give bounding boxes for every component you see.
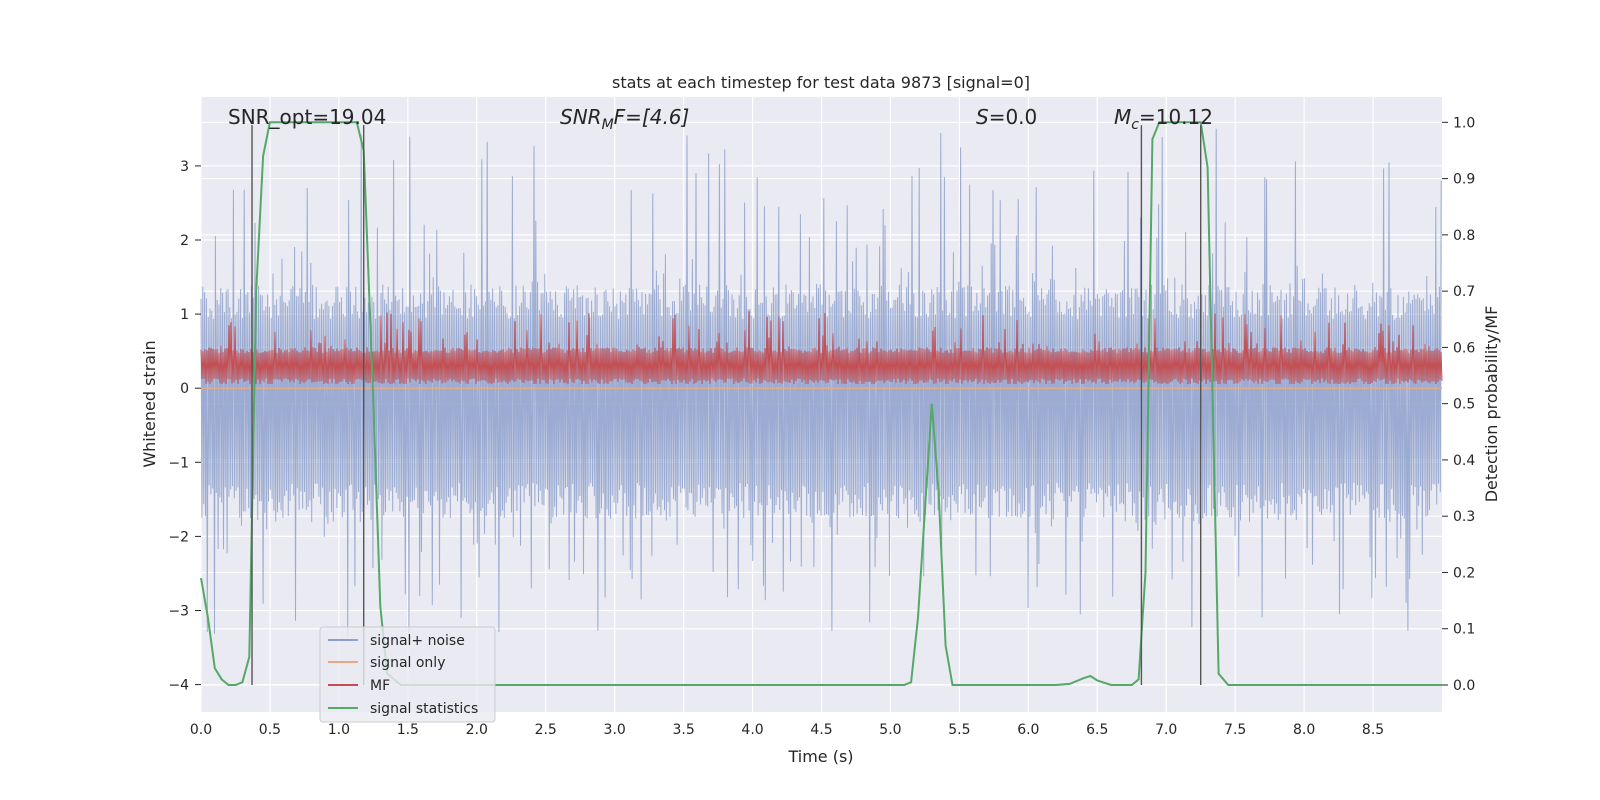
- legend-label-signal-statistics: signal statistics: [370, 701, 478, 717]
- x-tick-label: 7.5: [1224, 722, 1246, 738]
- chart-title: stats at each timestep for test data 987…: [612, 73, 1030, 92]
- legend-label-mf: MF: [370, 678, 390, 694]
- y-tick-label: 1: [180, 307, 189, 323]
- y2-tick-label: 0.6: [1453, 340, 1475, 356]
- x-tick-label: 2.5: [535, 722, 557, 738]
- annotation-snr-mf-sub: M: [602, 117, 614, 133]
- y2-tick-label: 0.5: [1453, 397, 1475, 413]
- y-tick-label: 3: [180, 159, 189, 175]
- x-tick-label: 1.0: [328, 722, 350, 738]
- x-tick-label: 4.5: [810, 722, 832, 738]
- y-tick-label: 2: [180, 233, 189, 249]
- y2-tick-label: 0.3: [1453, 509, 1475, 525]
- x-tick-label: 6.5: [1086, 722, 1108, 738]
- legend-box: [319, 626, 496, 723]
- y-tick-label: 0: [180, 381, 189, 397]
- y-tick-label: −3: [168, 603, 189, 619]
- x-tick-label: 7.0: [1155, 722, 1177, 738]
- annotation-snr-mf: SNRMF=[4.6]: [560, 105, 689, 133]
- x-tick-label: 5.0: [879, 722, 901, 738]
- y2-tick-label: 1.0: [1453, 115, 1475, 131]
- annotation-mc: Mc=10.12: [1114, 105, 1213, 133]
- series-layer: [200, 121, 1443, 686]
- y2-tick-label: 0.1: [1453, 622, 1475, 638]
- legend-label-signal-noise: signal+ noise: [370, 633, 465, 649]
- x-tick-label: 3.5: [672, 722, 694, 738]
- y-tick-label: −2: [168, 529, 189, 545]
- ticks: 0.0 0.5 1.0 1.5 2.0 2.5 3.0 3.5 4.0 4.5 5.0 5.5 6.0 6…: [168, 115, 1475, 738]
- y-tick-label: −1: [168, 455, 189, 471]
- x-tick-label: 0.5: [259, 722, 281, 738]
- vertical-markers: [251, 125, 1202, 685]
- annotation-mc-sub: c: [1131, 117, 1139, 133]
- x-tick-label: 2.0: [466, 722, 488, 738]
- x-tick-label: 8.5: [1362, 722, 1384, 738]
- y2-tick-label: 0.0: [1453, 678, 1475, 694]
- annotation-s: S=0.0: [976, 105, 1037, 129]
- y2-axis-label: Detection probability/MF: [1482, 306, 1501, 503]
- y-tick-label: −4: [168, 678, 189, 694]
- annotation-mc-value: =10.12: [1139, 105, 1213, 129]
- y2-tick-label: 0.8: [1453, 228, 1475, 244]
- annotation-mc-base: M: [1114, 105, 1131, 129]
- annotation-s-value: =0.0: [989, 105, 1038, 129]
- y-axis-label: Whitened strain: [140, 340, 159, 467]
- x-axis-label: Time (s): [787, 747, 853, 766]
- x-tick-label: 6.0: [1017, 722, 1039, 738]
- x-tick-label: 4.0: [741, 722, 763, 738]
- legend: signal+ noise signal only MF signal stat…: [319, 626, 496, 723]
- x-tick-label: 5.5: [948, 722, 970, 738]
- annotation-snr-mf-rest: F=[4.6]: [614, 105, 690, 129]
- annotation-snr-opt: SNR_opt=19.04: [228, 105, 386, 129]
- x-tick-label: 3.0: [604, 722, 626, 738]
- y2-tick-label: 0.9: [1453, 172, 1475, 188]
- series-signal-statistics: [200, 121, 1442, 686]
- y2-tick-label: 0.4: [1453, 453, 1475, 469]
- x-tick-label: 1.5: [397, 722, 419, 738]
- series-mf: [200, 311, 1443, 385]
- legend-label-signal-only: signal only: [370, 655, 445, 671]
- y2-tick-label: 0.7: [1453, 284, 1475, 300]
- annotation-s-label: S: [976, 105, 989, 129]
- x-tick-label: 8.0: [1293, 722, 1315, 738]
- x-tick-label: 0.0: [190, 722, 212, 738]
- y2-tick-label: 0.2: [1453, 565, 1475, 581]
- annotation-snr-mf-base: SNR: [560, 105, 602, 129]
